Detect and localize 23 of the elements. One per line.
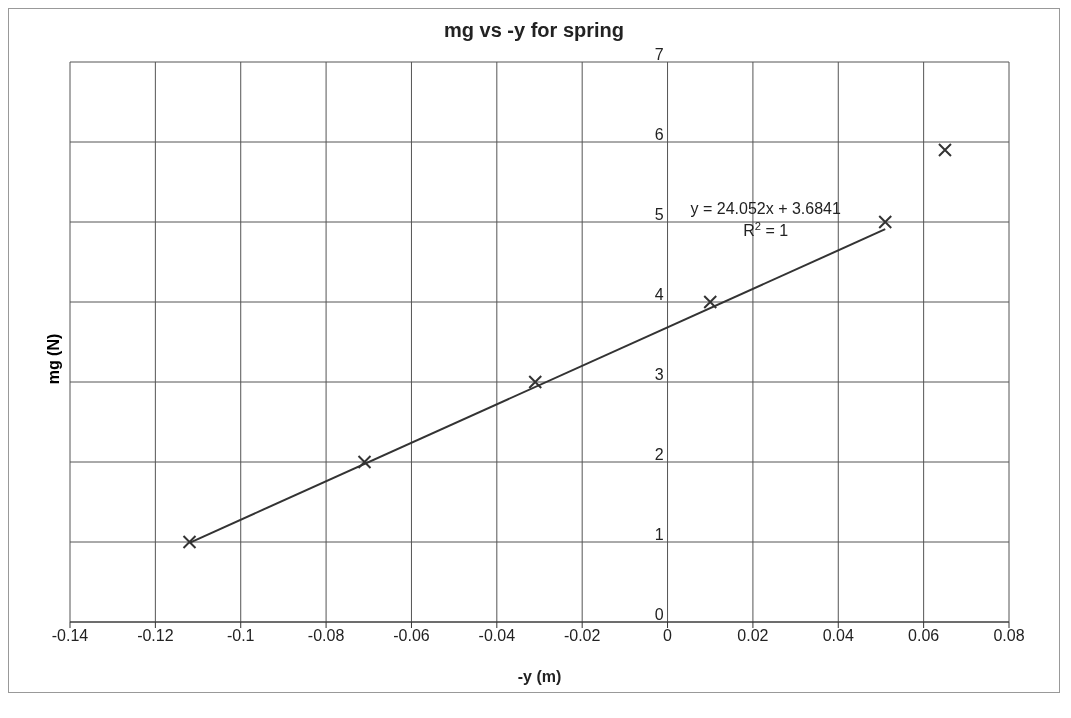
x-tick-label: -0.02 — [563, 627, 601, 645]
x-tick-label: 0.08 — [993, 627, 1025, 645]
x-tick-label: -0.06 — [393, 627, 430, 645]
y-tick-label: 0 — [654, 606, 664, 623]
y-tick-label: 6 — [654, 126, 664, 143]
y-tick-label: 7 — [654, 46, 664, 63]
y-tick-label: 4 — [654, 286, 664, 303]
x-tick-label: 0.02 — [737, 627, 769, 645]
x-tick-label: 0.04 — [822, 627, 854, 645]
x-tick-label: 0.06 — [908, 627, 940, 645]
x-tick-label: -0.04 — [478, 627, 516, 645]
y-axis-title: mg (N) — [45, 333, 64, 385]
chart-title: mg vs -y for spring — [443, 19, 625, 42]
y-tick-label: 1 — [654, 526, 664, 543]
annotation: R$^{2}$ = 1 — [743, 220, 789, 239]
x-axis-title: -y (m) — [517, 668, 562, 685]
x-tick-label: -0.12 — [137, 627, 174, 645]
x-tick-label: -0.14 — [51, 627, 89, 645]
y-tick-label: 2 — [654, 446, 664, 463]
x-tick-label: -0.08 — [307, 627, 345, 645]
x-tick-label: -0.1 — [226, 627, 255, 645]
y-tick-label: 3 — [654, 366, 664, 383]
y-tick-label: 5 — [654, 206, 664, 223]
